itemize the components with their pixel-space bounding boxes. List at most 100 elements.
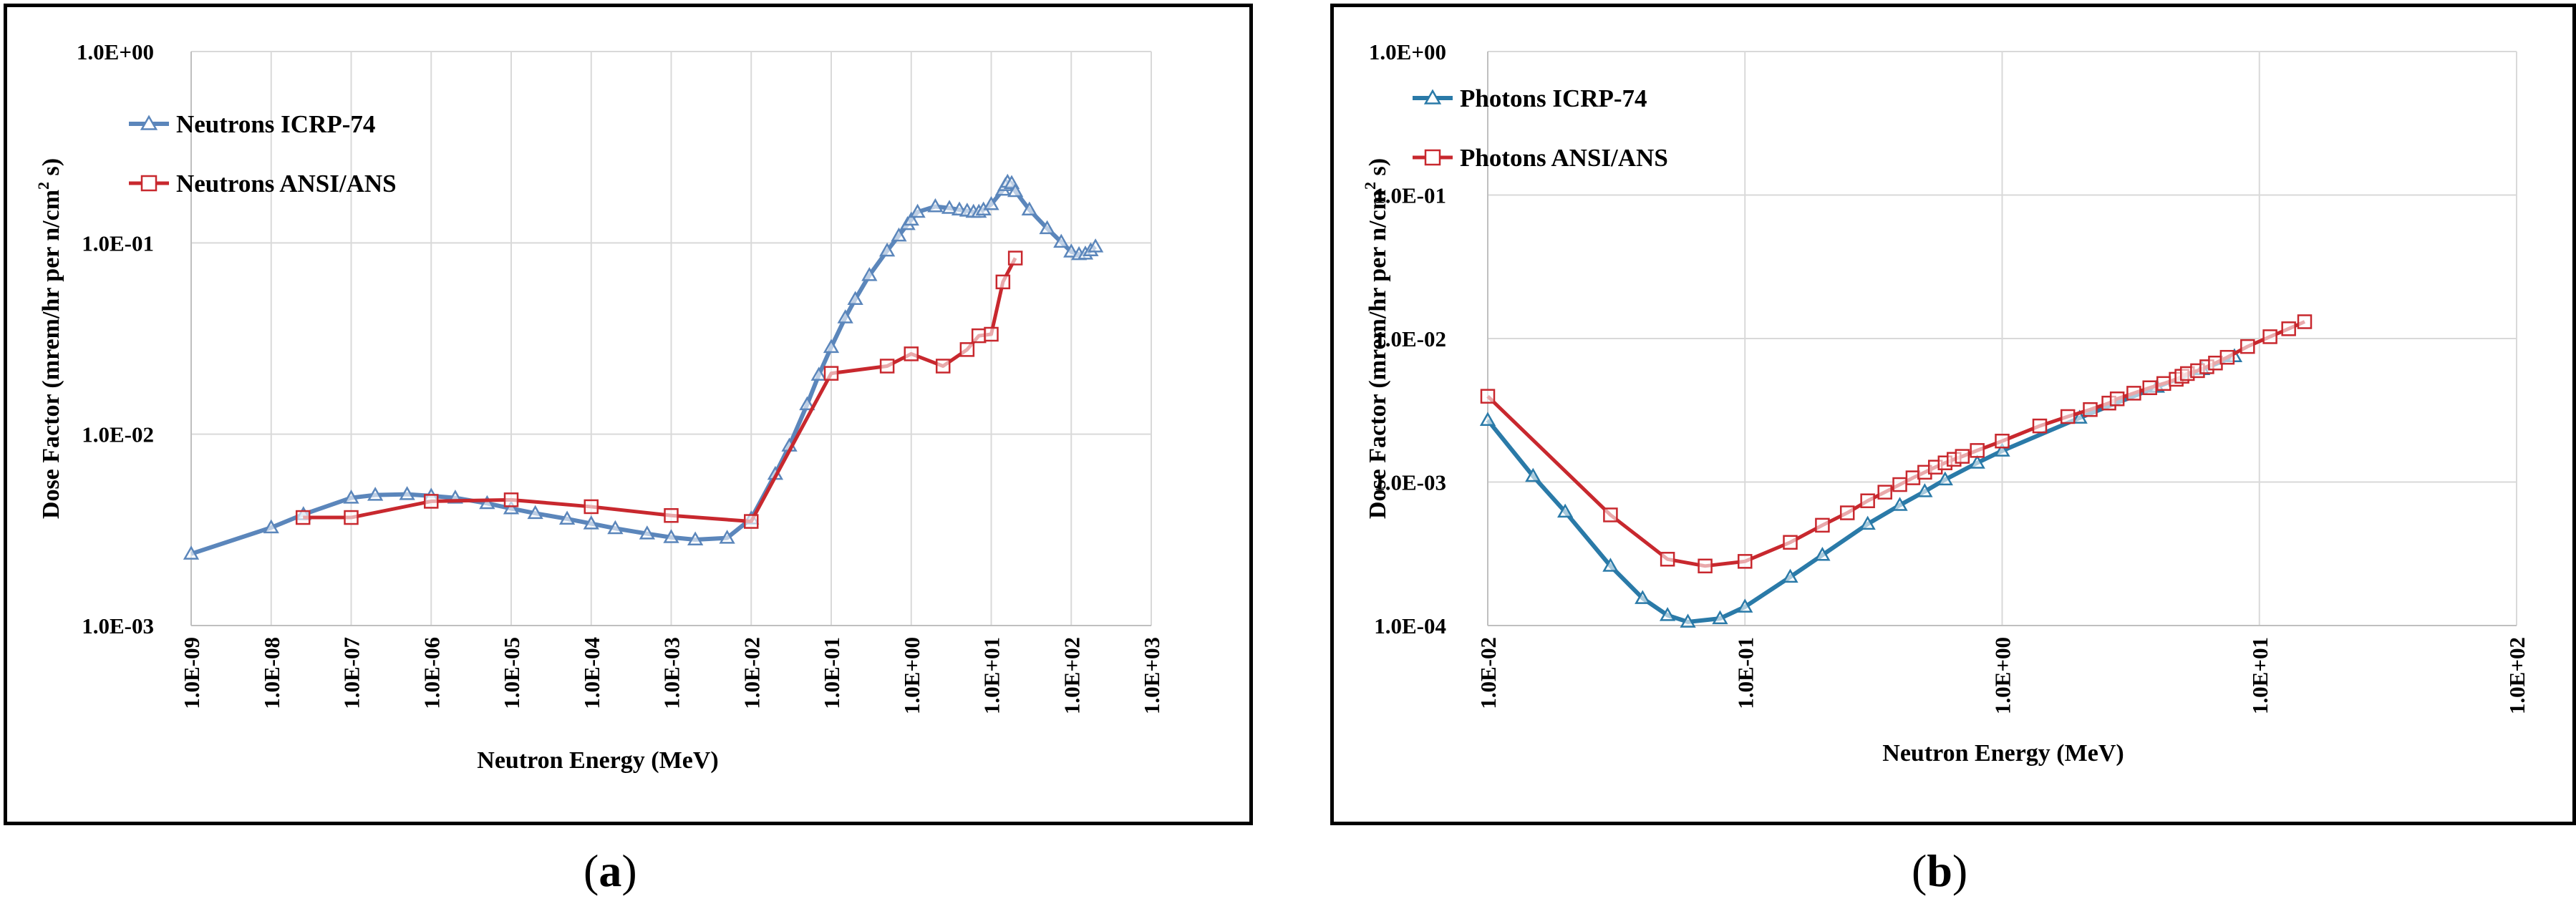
series-icrp-point	[479, 495, 495, 510]
series-icrp-point	[558, 510, 576, 525]
y-axis-title-main: Dose Factor (mrem/hr per n/cm	[38, 190, 64, 519]
x-tick-label: 1.0E+00	[1990, 637, 2015, 714]
y-tick-label: 1.0E+00	[1369, 39, 1446, 64]
series-icrp-point	[1087, 238, 1104, 253]
series-icrp-point	[1021, 201, 1037, 216]
x-tick-label: 1.0E-01	[819, 637, 844, 709]
series-ansi-point	[1738, 554, 1753, 569]
series-ansi-point	[959, 342, 975, 357]
y-tick-label: 1.0E-03	[82, 613, 154, 638]
series-ansi-point	[2083, 402, 2098, 417]
series-ansi-point	[424, 494, 439, 509]
series-icrp-point	[891, 227, 907, 242]
series-icrp-point	[367, 487, 384, 501]
series-ansi-point	[1955, 449, 1970, 464]
series-ansi-point	[984, 326, 999, 342]
series-icrp-point	[1635, 590, 1651, 604]
series-icrp-point	[583, 515, 599, 530]
series-icrp-point	[1479, 412, 1496, 427]
series-ansi-point	[1698, 558, 1713, 574]
series-icrp-point	[823, 339, 840, 354]
legend-ansi-marker	[1424, 149, 1441, 166]
y-axis-title: Dose Factor (mrem/hr per n/cm2 s)	[34, 158, 64, 519]
series-ansi-point	[1860, 493, 1875, 508]
series-ansi-point	[584, 499, 599, 515]
series-ansi-point	[2156, 376, 2171, 392]
series-ansi-point	[2297, 314, 2313, 329]
x-tick-label: 1.0E-03	[659, 637, 684, 709]
series-ansi-point	[1995, 433, 2010, 449]
series-ansi-point	[2109, 392, 2125, 407]
series-icrp-point	[1712, 610, 1728, 625]
series-icrp-point	[1892, 497, 1908, 511]
series-ansi-point	[1839, 505, 1855, 520]
y-axis-title-tail: s)	[38, 158, 64, 182]
x-tick-label: 1.0E+03	[1139, 637, 1164, 714]
y-axis-title-superscript: 2	[34, 182, 52, 190]
series-icrp-point	[799, 396, 815, 411]
series-icrp-point	[1602, 558, 1619, 572]
series-ansi-point	[2142, 380, 2157, 396]
series-icrp-point	[719, 530, 735, 544]
y-axis-title-superscript: 2	[1361, 182, 1379, 190]
series-ansi-point	[1603, 507, 1618, 522]
series-ansi-point	[2060, 409, 2076, 424]
x-axis-title: Neutron Energy (MeV)	[477, 747, 718, 774]
series-icrp-point	[343, 490, 359, 504]
series-icrp-point	[1680, 613, 1696, 628]
legend-ansi-label: Neutrons ANSI/ANS	[176, 170, 397, 198]
series-ansi-point	[904, 346, 919, 361]
legend-icrp-marker	[140, 115, 158, 130]
series-icrp-point	[2071, 409, 2088, 424]
series-icrp-point	[1659, 607, 1676, 621]
series-ansi-point	[344, 510, 359, 525]
series-icrp-point	[903, 211, 919, 226]
series-icrp-point	[1782, 568, 1798, 583]
y-axis-title-main: Dose Factor (mrem/hr per n/cm	[1365, 190, 1391, 519]
y-tick-label: 1.0E-03	[1374, 470, 1446, 495]
chart-a-svg: 1.0E-09 1.0E-08 1.0E-07 1.0E-06 1.0E-05 1.0E-…	[34, 39, 1164, 774]
series-icrp-point	[1737, 598, 1753, 613]
series-icrp-point	[1007, 183, 1024, 198]
series-ansi-point	[744, 514, 759, 529]
legend-ansi-label: Photons ANSI/ANS	[1460, 144, 1668, 172]
series-ansi-point	[2240, 339, 2255, 354]
x-tick-label: 1.0E-01	[1733, 637, 1758, 709]
legend-icrp-label: Photons ICRP-74	[1460, 84, 1647, 112]
series-ansi-point	[1815, 517, 1830, 533]
series-icrp-point	[639, 525, 656, 540]
x-tick-label: 1.0E-05	[499, 637, 524, 709]
series-icrp-point	[909, 203, 926, 218]
series-icrp-point	[1859, 515, 1876, 530]
series-icrp-point	[663, 529, 679, 543]
series-icrp-point	[861, 267, 878, 281]
series-icrp-point	[878, 242, 896, 257]
series-icrp-point	[527, 505, 543, 520]
x-tick-label: 1.0E-02	[739, 637, 764, 709]
series-ansi-point	[935, 359, 951, 374]
x-tick-label: 1.0E+01	[2247, 637, 2272, 714]
series-ansi-point	[503, 492, 519, 507]
series-ansi-point	[1480, 389, 1496, 404]
series-ansi-point	[1892, 477, 1907, 492]
chart-b-svg: 1.0E-02 1.0E-01 1.0E+00 1.0E+01 1.0E+02 1.0E+…	[1361, 39, 2529, 767]
legend-icrp-marker	[1423, 89, 1442, 104]
series-icrp-point	[1937, 471, 1953, 486]
series-icrp-point	[503, 500, 520, 515]
x-tick-label: 1.0E-04	[579, 637, 604, 709]
x-axis-title: Neutron Energy (MeV)	[1882, 740, 2124, 767]
series-ansi-point	[664, 507, 679, 523]
series-ansi-point	[879, 359, 895, 374]
series-icrp-point	[1556, 503, 1574, 518]
series-icrp-point	[263, 519, 279, 534]
y-tick-label: 1.0E-02	[82, 422, 154, 447]
y-tick-label: 1.0E+00	[77, 39, 154, 64]
series-ansi-point	[1970, 443, 1985, 458]
x-tick-label: 1.0E-09	[179, 637, 204, 709]
series-ansi-point	[2262, 329, 2277, 344]
y-tick-label: 1.0E-01	[82, 230, 154, 256]
y-tick-label: 1.0E-04	[1374, 613, 1446, 638]
legend-ansi-marker	[140, 175, 158, 192]
series-icrp-line	[190, 180, 1098, 556]
y-axis-title-tail: s)	[1365, 158, 1391, 182]
